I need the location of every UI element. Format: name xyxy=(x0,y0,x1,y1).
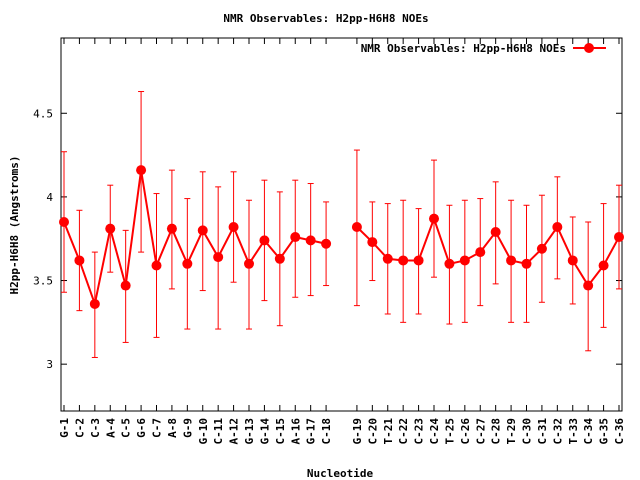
x-tick-label: C-23 xyxy=(413,418,426,445)
x-tick-label: C-15 xyxy=(274,418,287,445)
x-tick-label: A-8 xyxy=(166,418,179,438)
x-tick-label: G-17 xyxy=(305,418,318,445)
x-tick-label: A-12 xyxy=(228,418,241,445)
data-point xyxy=(74,255,85,266)
data-point xyxy=(367,237,378,248)
x-axis: G-1 C-2 C-3 A-4 C-5 G-6 C-7 A-8 G-9 G-10 C-11 A-12 G… xyxy=(58,38,626,445)
data-point xyxy=(552,222,563,233)
data-point xyxy=(120,280,131,291)
data-point xyxy=(305,235,316,246)
x-tick-label: T-29 xyxy=(505,418,518,445)
series-line xyxy=(356,215,620,288)
x-tick-label: C-24 xyxy=(428,418,441,445)
x-tick-label: G-9 xyxy=(181,418,194,438)
data-point xyxy=(244,258,254,269)
data-point xyxy=(228,222,239,233)
x-tick-label: G-6 xyxy=(135,418,148,438)
data-point xyxy=(351,222,362,233)
y-axis: 3 3.5 4 4.5 xyxy=(33,107,622,371)
y-tick-label: 4.5 xyxy=(33,107,53,120)
x-tick-label: C-7 xyxy=(151,418,164,438)
data-point xyxy=(213,252,224,263)
x-tick-label: A-16 xyxy=(289,418,302,445)
data-point xyxy=(274,253,285,264)
data-point xyxy=(490,227,501,238)
data-point xyxy=(59,216,69,227)
x-tick-label: G-10 xyxy=(197,418,210,445)
x-tick-label: C-32 xyxy=(551,418,564,445)
data-point xyxy=(105,223,116,234)
x-tick-label: C-22 xyxy=(397,418,410,445)
x-tick-label: C-18 xyxy=(320,418,333,445)
x-tick-label: C-2 xyxy=(73,418,86,438)
x-tick-label: G-13 xyxy=(243,418,256,445)
series-line xyxy=(63,169,327,308)
x-tick-label: T-25 xyxy=(443,418,456,445)
data-point xyxy=(398,255,409,266)
legend-marker xyxy=(584,43,594,53)
data-point xyxy=(413,255,424,266)
x-tick-label: G-35 xyxy=(598,418,611,445)
data-point xyxy=(444,258,455,269)
data-point xyxy=(583,280,594,291)
y-axis-label: H2pp-H6H8 (Angstroms) xyxy=(8,155,21,294)
series-layer xyxy=(59,91,624,358)
x-tick-label: G-1 xyxy=(58,418,71,438)
data-point xyxy=(521,258,532,269)
data-point xyxy=(459,255,470,266)
x-tick-label: C-26 xyxy=(459,418,472,445)
x-tick-label: C-30 xyxy=(521,418,534,445)
x-tick-label: C-3 xyxy=(89,418,102,438)
legend-label: NMR Observables: H2pp-H6H8 NOEs xyxy=(361,42,566,55)
y-tick-label: 3 xyxy=(46,358,53,371)
x-axis-label: Nucleotide xyxy=(307,467,374,480)
chart-title: NMR Observables: H2pp-H6H8 NOEs xyxy=(223,12,428,25)
data-point xyxy=(382,253,393,264)
x-tick-label: A-4 xyxy=(104,418,117,438)
y-tick-label: 3.5 xyxy=(33,275,53,288)
data-point xyxy=(429,213,439,224)
data-point xyxy=(321,238,332,249)
x-tick-label: T-21 xyxy=(382,418,395,445)
y-tick-label: 4 xyxy=(46,191,53,204)
data-point xyxy=(89,298,100,309)
data-point xyxy=(151,260,162,271)
x-tick-label: C-20 xyxy=(366,418,379,445)
x-tick-label: T-33 xyxy=(567,418,580,445)
data-point xyxy=(475,247,486,258)
plot-frame xyxy=(60,37,623,412)
data-point xyxy=(182,258,193,269)
data-point xyxy=(567,255,578,266)
data-point xyxy=(506,255,517,266)
x-tick-label: C-28 xyxy=(490,418,503,445)
x-tick-label: C-11 xyxy=(212,418,225,445)
data-point xyxy=(166,223,177,234)
data-point xyxy=(536,243,547,254)
x-tick-label: C-31 xyxy=(536,418,549,445)
x-tick-label: G-19 xyxy=(351,418,364,445)
x-tick-label: C-34 xyxy=(582,418,595,445)
data-point xyxy=(614,232,624,243)
data-point xyxy=(136,165,147,176)
data-point xyxy=(259,235,270,246)
x-tick-label: C-5 xyxy=(120,418,133,438)
legend: NMR Observables: H2pp-H6H8 NOEs xyxy=(361,42,606,55)
data-point xyxy=(290,232,301,243)
data-point xyxy=(197,225,208,236)
x-tick-label: G-14 xyxy=(258,418,271,445)
x-tick-label: C-36 xyxy=(613,418,626,445)
data-point xyxy=(598,260,609,271)
x-tick-label: C-27 xyxy=(474,418,487,445)
